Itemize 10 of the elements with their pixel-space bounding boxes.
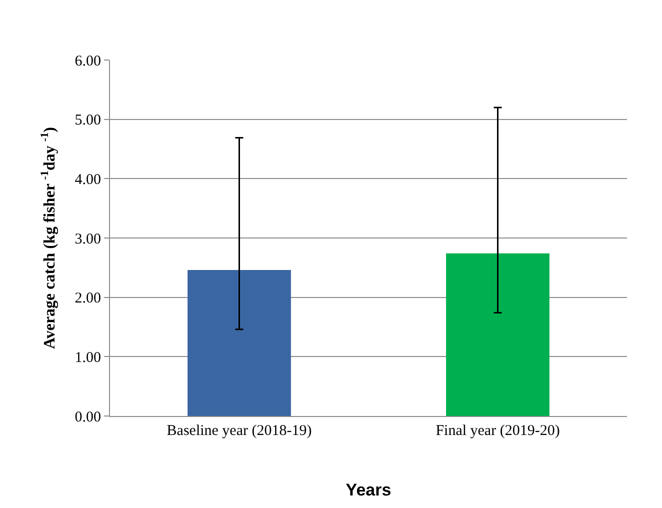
x-axis-title: Years — [346, 480, 392, 500]
x-tick-label: Baseline year (2018-19) — [166, 423, 312, 439]
x-tick-label: Final year (2019-20) — [436, 423, 560, 439]
y-tick-label: 3.00 — [74, 231, 101, 248]
y-tick-label: 5.00 — [74, 112, 101, 129]
y-tick-label: 4.00 — [74, 172, 101, 188]
y-tick-label: 6.00 — [74, 53, 101, 70]
y-tick-label: 2.00 — [74, 290, 101, 307]
y-tick-label: 1.00 — [74, 350, 101, 366]
y-tick-label: 0.00 — [74, 409, 101, 426]
